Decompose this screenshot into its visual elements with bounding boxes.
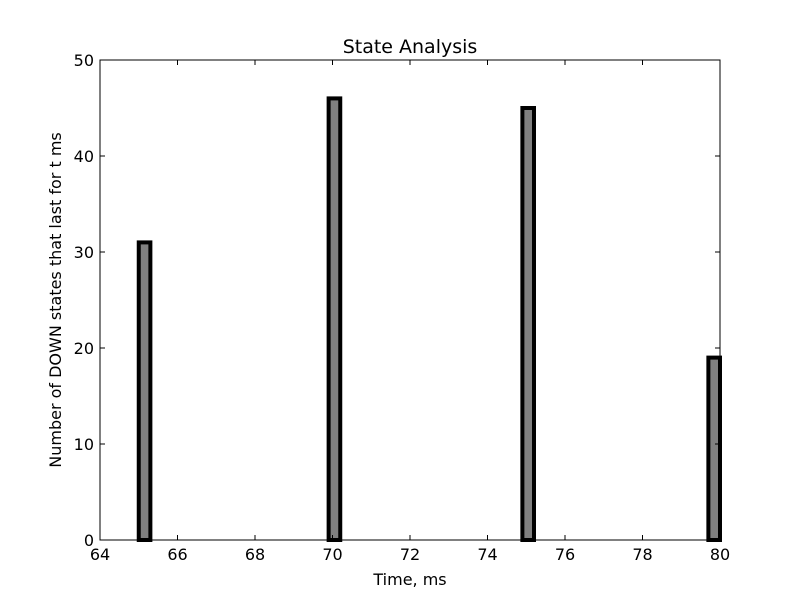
y-tick-label-2: 20	[74, 339, 94, 358]
x-tick-label-2: 68	[245, 545, 265, 564]
ticks: 64 66 68 70 72 74 76 78 80 0 10 20 30 40 50	[74, 51, 731, 564]
x-tick-label-4: 72	[400, 545, 420, 564]
chart-title: State Analysis	[343, 36, 478, 58]
bar-0	[136, 240, 153, 542]
y-tick-label-4: 40	[74, 147, 94, 166]
bar-3	[326, 96, 343, 543]
y-tick-label-3: 30	[74, 243, 94, 262]
plot-background	[100, 60, 720, 540]
x-tick-label-0: 64	[90, 545, 110, 564]
x-tick-label-1: 66	[167, 545, 187, 564]
bar-6	[520, 106, 536, 542]
y-tick-label-0: 0	[84, 531, 94, 550]
y-tick-label-1: 10	[74, 435, 94, 454]
y-tick-label-5: 50	[74, 51, 94, 70]
bar-9	[706, 355, 722, 542]
plot-frame	[99, 59, 721, 541]
x-tick-label-8: 80	[710, 545, 730, 564]
x-axis-label: Time, ms	[372, 570, 446, 589]
x-tick-label-6: 76	[555, 545, 575, 564]
x-tick-label-7: 78	[632, 545, 652, 564]
y-axis-label: Number of DOWN states that last for t ms	[46, 132, 65, 468]
x-tick-label-3: 70	[322, 545, 342, 564]
x-tick-label-5: 74	[477, 545, 497, 564]
